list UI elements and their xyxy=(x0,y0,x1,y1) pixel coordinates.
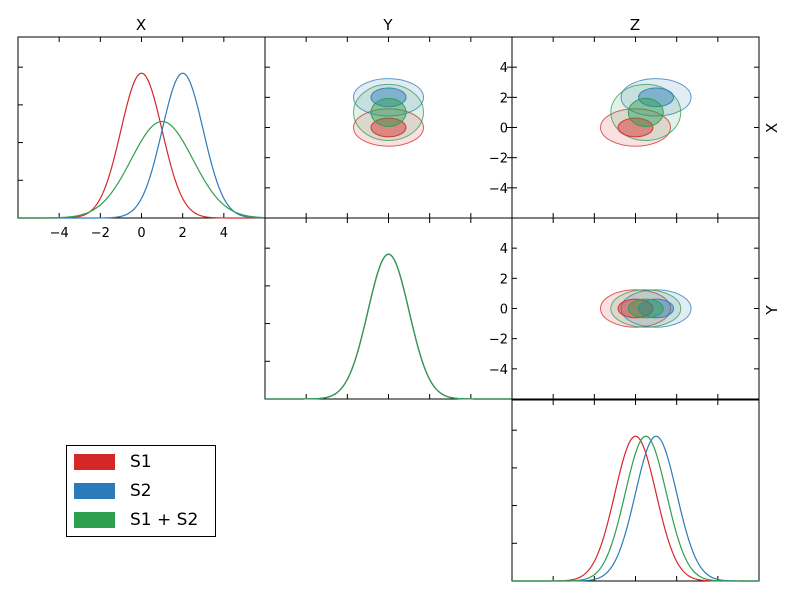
x-tick-label-1: −2 xyxy=(91,226,110,241)
y-tick-label-z-vs-y-4: 4 xyxy=(500,242,508,257)
contour-inner-y-vs-x-1 xyxy=(370,87,407,108)
contour-outer-z-vs-x-0 xyxy=(600,108,671,147)
panel-frame-z-vs-y xyxy=(511,217,760,400)
x-tick-label-3: 2 xyxy=(179,226,187,241)
legend-swatch-s2 xyxy=(74,483,115,499)
legend-entry-s2: S2 xyxy=(74,481,152,501)
panel-frame-y-vs-x xyxy=(264,36,513,219)
marginal-line-x-2 xyxy=(18,120,266,219)
y-tick-label-z-vs-x-0: −4 xyxy=(489,182,508,197)
contour-inner-y-vs-x-2 xyxy=(370,97,407,127)
y-tick-label-z-vs-x-2: 0 xyxy=(500,122,508,137)
contour-inner-z-vs-y-2 xyxy=(627,298,664,319)
contour-inner-z-vs-x-2 xyxy=(627,97,664,127)
x-tick-label-2: 0 xyxy=(137,226,145,241)
contour-outer-z-vs-x-2 xyxy=(610,83,682,141)
contour-outer-z-vs-x-1 xyxy=(620,78,692,117)
x-tick-label-0: −4 xyxy=(50,226,69,241)
legend-swatch-s1 xyxy=(74,454,115,470)
marginal-line-z-2 xyxy=(512,435,759,582)
panel-frame-diag-z xyxy=(511,399,760,582)
x-tick-label-4: 4 xyxy=(220,226,228,241)
column-title-z: Z xyxy=(630,16,640,34)
contour-inner-z-vs-x-0 xyxy=(617,117,654,138)
column-title-x: X xyxy=(136,16,146,34)
legend-swatch-s1-plus-s2 xyxy=(74,512,115,528)
y-tick-label-z-vs-y-1: −2 xyxy=(489,333,508,348)
y-tick-label-z-vs-x-1: −2 xyxy=(489,152,508,167)
contour-inner-y-vs-x-0 xyxy=(370,117,407,138)
panel-frame-diag-y xyxy=(264,217,513,400)
contour-inner-z-vs-y-0 xyxy=(617,298,654,319)
y-tick-label-z-vs-x-3: 2 xyxy=(500,91,508,106)
contour-outer-z-vs-y-2 xyxy=(610,289,682,328)
marginal-line-y-2 xyxy=(265,253,512,400)
y-tick-label-z-vs-y-2: 0 xyxy=(500,303,508,318)
y-tick-label-z-vs-y-0: −4 xyxy=(489,363,508,378)
y-tick-label-z-vs-x-4: 4 xyxy=(500,61,508,76)
row-label-y: Y xyxy=(763,305,781,316)
panel-frame-diag-x xyxy=(17,36,266,219)
legend-entry-s1-plus-s2: S1 + S2 xyxy=(74,510,199,530)
panel-frame-z-vs-x xyxy=(511,36,760,219)
y-tick-label-z-vs-y-3: 2 xyxy=(500,272,508,287)
legend: S1 S2 S1 + S2 xyxy=(66,445,216,537)
contour-inner-z-vs-x-1 xyxy=(638,87,675,108)
row-label-x: X xyxy=(763,123,781,133)
legend-label-s1: S1 xyxy=(130,452,152,472)
contour-inner-z-vs-y-1 xyxy=(638,298,675,319)
legend-entry-s1: S1 xyxy=(74,452,152,472)
column-title-y: Y xyxy=(382,16,393,34)
legend-label-s2: S2 xyxy=(130,481,152,501)
legend-label-s1-plus-s2: S1 + S2 xyxy=(130,510,199,530)
